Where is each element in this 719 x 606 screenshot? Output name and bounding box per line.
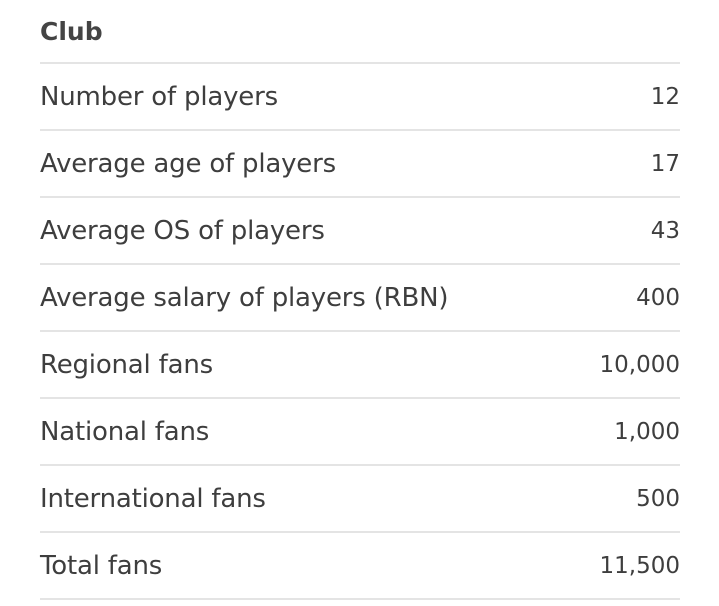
stat-label: Total fans [40, 550, 163, 581]
stat-row-total-fans: Total fans 11,500 [40, 533, 680, 600]
stat-value: 17 [650, 150, 680, 177]
stat-label: Regional fans [40, 349, 213, 380]
stat-value: 12 [650, 83, 680, 110]
stat-label: Average age of players [40, 148, 336, 179]
section-title: Club [40, 0, 680, 64]
stat-label: National fans [40, 416, 210, 447]
club-stats-list: Number of players 12 Average age of play… [40, 64, 680, 600]
stat-value: 11,500 [599, 552, 680, 579]
stat-row-international-fans: International fans 500 [40, 466, 680, 533]
stat-row-average-os: Average OS of players 43 [40, 198, 680, 265]
stat-value: 500 [636, 485, 680, 512]
stat-row-regional-fans: Regional fans 10,000 [40, 332, 680, 399]
stat-row-average-age: Average age of players 17 [40, 131, 680, 198]
stat-label: Average OS of players [40, 215, 325, 246]
stat-label: Average salary of players (RBN) [40, 282, 449, 313]
stat-label: Number of players [40, 81, 278, 112]
stat-row-number-of-players: Number of players 12 [40, 64, 680, 131]
club-stats-panel: Club Number of players 12 Average age of… [40, 0, 680, 600]
stat-label: International fans [40, 483, 266, 514]
stat-value: 10,000 [599, 351, 680, 378]
stat-row-average-salary: Average salary of players (RBN) 400 [40, 265, 680, 332]
stat-row-national-fans: National fans 1,000 [40, 399, 680, 466]
stat-value: 1,000 [614, 418, 680, 445]
stat-value: 400 [636, 284, 680, 311]
stat-value: 43 [650, 217, 680, 244]
